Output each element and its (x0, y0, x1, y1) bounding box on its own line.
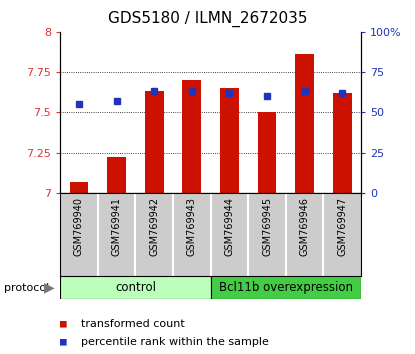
Text: GSM769943: GSM769943 (187, 197, 197, 256)
Text: GSM769947: GSM769947 (337, 197, 347, 256)
Text: GSM769940: GSM769940 (74, 197, 84, 256)
Text: protocol: protocol (4, 282, 49, 293)
Text: GDS5180 / ILMN_2672035: GDS5180 / ILMN_2672035 (108, 11, 307, 27)
Text: ▶: ▶ (44, 281, 54, 295)
Bar (70, 182, 88, 193)
Text: control: control (115, 281, 156, 294)
Text: percentile rank within the sample: percentile rank within the sample (81, 337, 269, 347)
Bar (211, 276, 361, 299)
Bar (107, 158, 126, 193)
Text: ■: ■ (60, 319, 67, 329)
Text: GSM769945: GSM769945 (262, 197, 272, 256)
Bar (220, 88, 239, 193)
Text: GSM769941: GSM769941 (112, 197, 122, 256)
Bar (60, 276, 211, 299)
Bar (145, 91, 164, 193)
Text: GSM769942: GSM769942 (149, 197, 159, 256)
Bar (333, 93, 352, 193)
Bar (183, 80, 201, 193)
Text: ■: ■ (60, 337, 67, 347)
Bar (258, 113, 276, 193)
Text: transformed count: transformed count (81, 319, 185, 329)
Text: GSM769946: GSM769946 (300, 197, 310, 256)
Text: GSM769944: GSM769944 (225, 197, 234, 256)
Bar (295, 55, 314, 193)
Text: Bcl11b overexpression: Bcl11b overexpression (219, 281, 353, 294)
